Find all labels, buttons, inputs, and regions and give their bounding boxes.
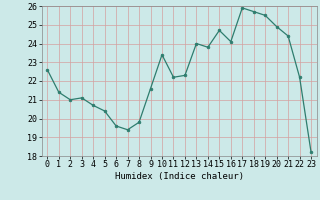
X-axis label: Humidex (Indice chaleur): Humidex (Indice chaleur)	[115, 172, 244, 181]
